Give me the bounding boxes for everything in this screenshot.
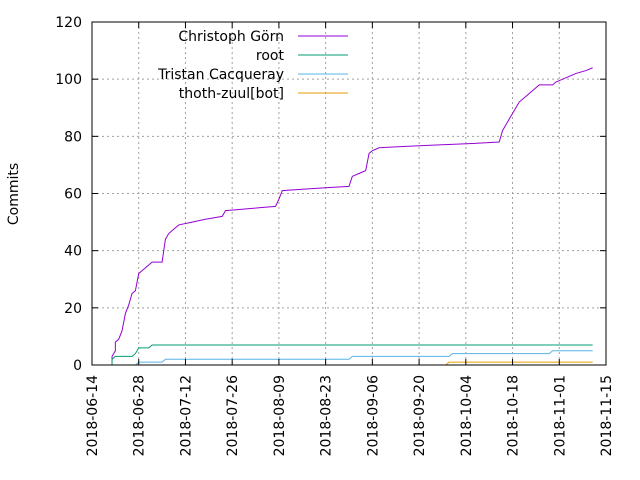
y-tick-label: 120 — [55, 15, 82, 31]
series-lines — [111, 67, 593, 366]
legend: Christoph Görn root Tristan Cacqueray thoth… — [157, 29, 348, 102]
legend-label: root — [256, 48, 285, 64]
y-tick-label: 40 — [64, 244, 82, 260]
x-tick-label: 2018-11-01 — [552, 375, 568, 456]
x-tick-label: 2018-11-15 — [599, 375, 615, 456]
x-tick-label: 2018-06-14 — [85, 375, 101, 456]
axis-ticks: 0 20 40 60 80 100 120 2018-06-14 2018-06-28 2018-… — [55, 15, 615, 456]
x-tick-label: 2018-10-04 — [459, 375, 475, 456]
x-tick-label: 2018-07-12 — [178, 375, 194, 456]
x-tick-label: 2018-09-06 — [365, 375, 381, 456]
y-tick-label: 60 — [64, 187, 82, 203]
legend-label: Tristan Cacqueray — [157, 67, 284, 83]
legend-label: Christoph Görn — [178, 29, 284, 45]
x-tick-label: 2018-07-26 — [225, 375, 241, 456]
series-line-0 — [111, 67, 593, 365]
y-axis-title: Commits — [6, 163, 22, 225]
series-line-1 — [111, 344, 593, 365]
x-tick-label: 2018-09-20 — [412, 375, 428, 456]
series-line-2 — [135, 350, 593, 366]
x-tick-label: 2018-10-18 — [506, 375, 522, 456]
legend-label: thoth-zuul[bot] — [179, 86, 284, 102]
y-tick-label: 20 — [64, 301, 82, 317]
x-tick-label: 2018-08-23 — [319, 375, 335, 456]
y-tick-label: 80 — [64, 129, 82, 145]
x-tick-label: 2018-08-09 — [272, 375, 288, 456]
series-line-3 — [445, 361, 593, 366]
y-tick-label: 0 — [73, 358, 82, 374]
x-tick-label: 2018-06-28 — [132, 375, 148, 456]
grid-lines — [92, 22, 606, 365]
y-tick-label: 100 — [55, 72, 82, 88]
